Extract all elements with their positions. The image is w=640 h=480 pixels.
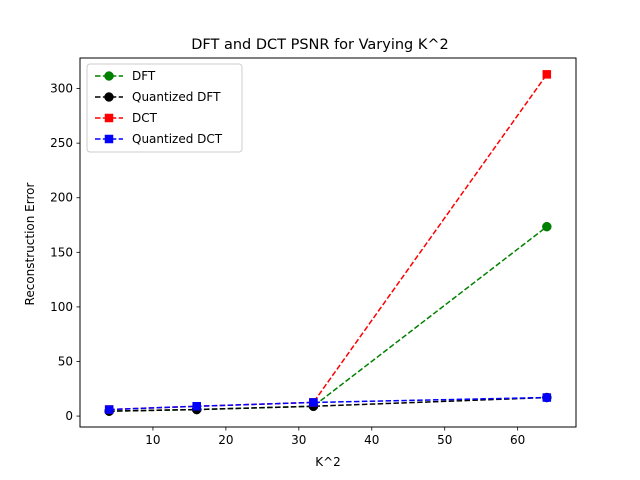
y-tick-label: 300 bbox=[50, 82, 73, 96]
legend-entry: Quantized DCT bbox=[95, 132, 223, 146]
x-axis: 10 20 30 40 50 60 bbox=[145, 427, 525, 447]
data-point bbox=[542, 221, 552, 232]
chart-title: DFT and DCT PSNR for Varying K^2 bbox=[191, 37, 449, 53]
legend-entry: DCT bbox=[95, 111, 158, 125]
legend-label: DCT bbox=[132, 111, 158, 125]
series-layer bbox=[104, 70, 552, 416]
series-3 bbox=[104, 393, 552, 414]
x-axis-label: K^2 bbox=[315, 455, 341, 469]
legend-entry: DFT bbox=[95, 69, 156, 83]
x-tick-label: 30 bbox=[291, 433, 306, 447]
y-tick-label: 0 bbox=[65, 409, 73, 423]
series-line bbox=[109, 396, 547, 411]
y-tick-label: 250 bbox=[50, 136, 73, 150]
legend-marker bbox=[104, 92, 114, 102]
legend-marker bbox=[104, 134, 114, 144]
y-axis-label: Reconstruction Error bbox=[23, 183, 37, 306]
data-point bbox=[309, 398, 318, 407]
y-tick-label: 150 bbox=[50, 245, 73, 259]
x-tick-label: 50 bbox=[437, 433, 452, 447]
series-line bbox=[109, 396, 547, 412]
legend-marker bbox=[104, 113, 114, 123]
y-tick-label: 100 bbox=[50, 300, 73, 314]
legend-label: DFT bbox=[132, 69, 156, 83]
data-point bbox=[542, 393, 552, 402]
y-axis: 0 50 100 150 200 250 300 bbox=[50, 82, 80, 423]
x-tick-label: 40 bbox=[364, 433, 379, 447]
legend-marker bbox=[104, 71, 114, 81]
data-point bbox=[192, 402, 201, 411]
x-tick-label: 60 bbox=[510, 433, 525, 447]
x-tick-label: 20 bbox=[218, 433, 233, 447]
legend-label: Quantized DCT bbox=[132, 132, 223, 146]
y-tick-label: 50 bbox=[58, 354, 73, 368]
data-point bbox=[104, 405, 114, 414]
data-point bbox=[542, 70, 552, 79]
x-tick-label: 10 bbox=[145, 433, 160, 447]
legend-box bbox=[86, 63, 243, 153]
legend: DFT Quantized DFT DCT Quantized DCT bbox=[86, 63, 243, 153]
legend-label: Quantized DFT bbox=[132, 90, 221, 104]
y-tick-label: 200 bbox=[50, 191, 73, 205]
legend-entry: Quantized DFT bbox=[95, 90, 221, 104]
